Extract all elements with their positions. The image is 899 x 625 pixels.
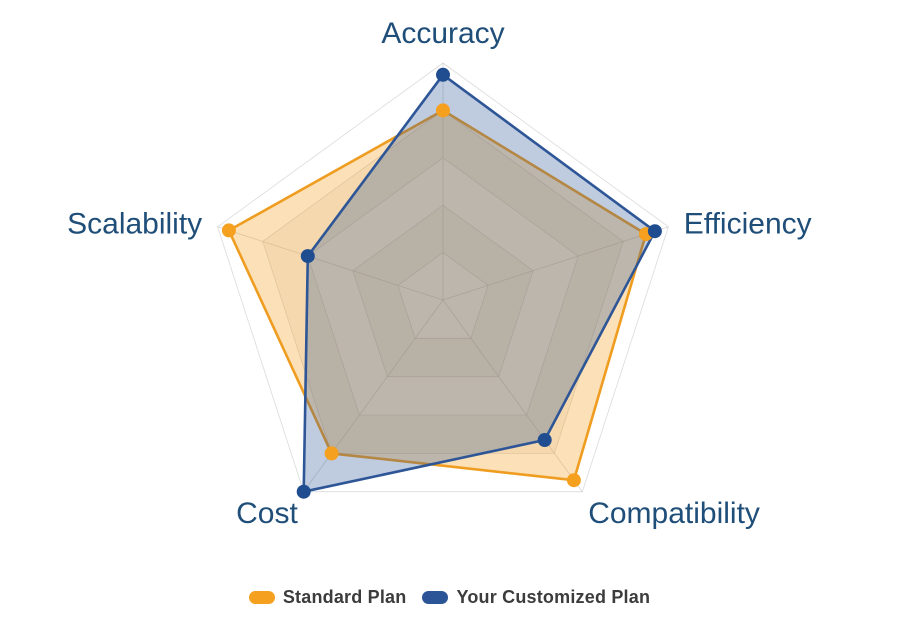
axis-label-accuracy: Accuracy xyxy=(381,17,504,50)
axis-label-scalability: Scalability xyxy=(67,208,202,241)
legend-label: Standard Plan xyxy=(282,587,407,607)
grid-spoke-efficiency xyxy=(442,226,669,301)
data-point-your-customized-plan-scalability xyxy=(300,249,315,264)
data-point-standard-plan-scalability xyxy=(221,223,236,238)
series-your-customized-plan xyxy=(302,73,657,494)
data-point-your-customized-plan-accuracy xyxy=(436,67,450,82)
grid-spoke-cost xyxy=(303,299,444,492)
data-point-standard-plan-cost xyxy=(324,446,339,461)
grid-spoke-compatibility xyxy=(442,299,583,492)
legend: Standard Plan Your Customized Plan xyxy=(0,587,899,608)
series-line-your-customized-plan xyxy=(302,73,657,494)
series-standard-plan xyxy=(227,109,648,482)
legend-swatch-standard-plan xyxy=(248,591,275,604)
data-point-your-customized-plan-efficiency xyxy=(647,224,662,239)
data-point-your-customized-plan-compatibility xyxy=(537,433,552,447)
legend-label: Your Customized Plan xyxy=(456,587,651,607)
series-area-standard-plan xyxy=(228,110,646,481)
data-point-standard-plan-compatibility xyxy=(566,473,581,488)
axis-label-cost: Cost xyxy=(236,497,298,530)
series-line-standard-plan xyxy=(227,109,648,482)
series-area-your-customized-plan xyxy=(303,74,655,492)
data-point-your-customized-plan-cost xyxy=(296,484,311,499)
axis-label-compatibility: Compatibility xyxy=(588,497,760,530)
grid-spoke-scalability xyxy=(217,226,444,301)
legend-item-your-customized-plan[interactable]: Your Customized Plan xyxy=(422,587,650,608)
axis-label-efficiency: Efficiency xyxy=(684,208,812,241)
data-point-standard-plan-accuracy xyxy=(436,103,450,118)
legend-swatch-your-customized-plan xyxy=(422,591,449,604)
radar-svg: Accuracy Efficiency Compatibility Cost Scala… xyxy=(67,17,812,530)
legend-item-standard-plan[interactable]: Standard Plan xyxy=(248,587,407,608)
